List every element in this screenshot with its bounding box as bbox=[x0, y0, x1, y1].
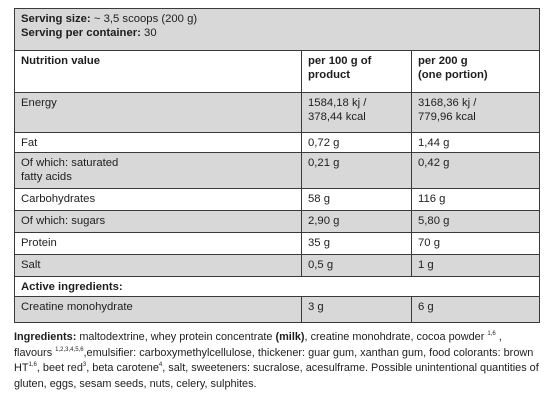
cell-text: Nutrition value bbox=[21, 55, 101, 67]
superscript: 4 bbox=[158, 362, 163, 368]
table-row: Of which: sugars 2,90 g 5,80 g bbox=[14, 210, 540, 233]
cell-text: 58 g bbox=[308, 193, 330, 205]
cell-line: (one portion) bbox=[418, 69, 488, 81]
table-cell: Creatine monohydrate bbox=[14, 296, 302, 323]
table-row: Carbohydrates 58 g 116 g bbox=[14, 188, 540, 211]
ingredients-text: , beta carotene bbox=[86, 362, 159, 374]
table-cell: 1584,18 kj / 378,44 kcal bbox=[301, 92, 412, 133]
serving-label: Serving size: bbox=[21, 13, 91, 25]
table-row: Active ingredients: bbox=[14, 276, 540, 297]
cell-text: 0,72 g bbox=[308, 137, 340, 149]
serving-line: Serving per container: 30 bbox=[21, 26, 534, 40]
table-cell: Salt bbox=[14, 254, 302, 277]
cell-text: 3 g bbox=[308, 301, 324, 313]
serving-value: 30 bbox=[144, 27, 157, 39]
table-row: Serving size: ~ 3,5 scoops (200 g) Servin… bbox=[14, 8, 540, 51]
cell-text: Energy bbox=[21, 97, 57, 109]
ingredients-text: , flavours bbox=[14, 331, 502, 359]
table-row: Protein 35 g 70 g bbox=[14, 232, 540, 255]
cell-text: 0,21 g bbox=[308, 157, 340, 169]
table-cell: per 100 g of product bbox=[301, 50, 412, 93]
table-cell: Of which: sugars bbox=[14, 210, 302, 233]
serving-label: Serving per container: bbox=[21, 27, 141, 39]
table-cell: per 200 g (one portion) bbox=[411, 50, 540, 93]
table-cell: 0,42 g bbox=[411, 152, 540, 189]
table-cell: 0,5 g bbox=[301, 254, 412, 277]
serving-line: Serving size: ~ 3,5 scoops (200 g) bbox=[21, 12, 534, 26]
ingredients-text: , creatine monohdrate, cocoa powder bbox=[304, 331, 488, 343]
cell-line: 3168,36 kj / bbox=[418, 97, 477, 109]
cell-text: 1,44 g bbox=[418, 137, 450, 149]
table-cell: 2,90 g bbox=[301, 210, 412, 233]
ingredients-text: , beet red bbox=[36, 362, 83, 374]
table-cell: 70 g bbox=[411, 232, 540, 255]
cell-text: 2,90 g bbox=[308, 215, 340, 227]
cell-text: Creatine monohydrate bbox=[21, 301, 133, 313]
table-cell: 35 g bbox=[301, 232, 412, 255]
ingredients-text: , salt, sweeteners: sucralose, acesulfra… bbox=[14, 362, 539, 390]
table-cell: 3 g bbox=[301, 296, 412, 323]
table-cell: 116 g bbox=[411, 188, 540, 211]
nutrition-table: Serving size: ~ 3,5 scoops (200 g) Servin… bbox=[14, 8, 540, 323]
cell-text: 5,80 g bbox=[418, 215, 450, 227]
cell-text: 70 g bbox=[418, 237, 440, 249]
cell-line: 1584,18 kj / bbox=[308, 97, 367, 109]
superscript: 3 bbox=[82, 362, 87, 368]
active-label-cell: Active ingredients: bbox=[14, 276, 540, 297]
table-row: Salt 0,5 g 1 g bbox=[14, 254, 540, 277]
table-cell: 6 g bbox=[411, 296, 540, 323]
table-cell: Fat bbox=[14, 132, 302, 153]
table-cell: 1 g bbox=[411, 254, 540, 277]
table-cell: 5,80 g bbox=[411, 210, 540, 233]
cell-line: per 100 g of bbox=[308, 55, 372, 67]
table-row: Energy 1584,18 kj / 378,44 kcal 3168,36 kj … bbox=[14, 92, 540, 133]
cell-text: 1 g bbox=[418, 259, 434, 271]
table-cell: 58 g bbox=[301, 188, 412, 211]
table-row: Creatine monohydrate 3 g 6 g bbox=[14, 296, 540, 323]
ingredients-text: ,emulsifier: carboxymethylcellulose, thi… bbox=[14, 346, 534, 375]
table-cell: Carbohydrates bbox=[14, 188, 302, 211]
cell-text: 6 g bbox=[418, 301, 434, 313]
serving-value: ~ 3,5 scoops (200 g) bbox=[93, 13, 198, 25]
cell-text: Salt bbox=[21, 259, 41, 271]
cell-text: 0,42 g bbox=[418, 157, 450, 169]
table-cell: Nutrition value bbox=[14, 50, 302, 93]
cell-text: 0,5 g bbox=[308, 259, 334, 271]
cell-text: Carbohydrates bbox=[21, 193, 96, 205]
cell-line: fatty acids bbox=[21, 171, 72, 183]
cell-line: product bbox=[308, 69, 351, 81]
cell-text: Of which: sugars bbox=[21, 215, 106, 227]
table-cell: Of which: saturated fatty acids bbox=[14, 152, 302, 189]
table-cell: 3168,36 kj / 779,96 kcal bbox=[411, 92, 540, 133]
cell-text: 35 g bbox=[308, 237, 330, 249]
ingredients-text: (milk) bbox=[275, 331, 305, 343]
table-row: Nutrition value per 100 g of product per 20… bbox=[14, 50, 540, 93]
table-cell: Energy bbox=[14, 92, 302, 133]
table-cell: 0,21 g bbox=[301, 152, 412, 189]
ingredients: Ingredients: maltodextrine, whey protein… bbox=[14, 330, 542, 392]
superscript: 1,6 bbox=[28, 362, 37, 368]
table-cell: 1,44 g bbox=[411, 132, 540, 153]
table-cell: 0,72 g bbox=[301, 132, 412, 153]
cell-line: 779,96 kcal bbox=[418, 111, 476, 123]
table-row: Fat 0,72 g 1,44 g bbox=[14, 132, 540, 153]
cell-line: Of which: saturated bbox=[21, 157, 119, 169]
cell-text: Protein bbox=[21, 237, 57, 249]
ingredients-text: maltodextrine, whey protein concentrate bbox=[76, 331, 276, 343]
superscript: 1,2,3,4,5,6 bbox=[55, 346, 84, 353]
cell-text: 116 g bbox=[418, 193, 446, 205]
cell-line: per 200 g bbox=[418, 55, 468, 67]
ingredients-text: Ingredients: bbox=[14, 331, 77, 343]
active-label: Active ingredients: bbox=[21, 281, 123, 293]
superscript: 1,6 bbox=[487, 331, 496, 337]
cell-text: Fat bbox=[21, 137, 38, 149]
serving-cell: Serving size: ~ 3,5 scoops (200 g) Servin… bbox=[14, 8, 540, 51]
table-cell: Protein bbox=[14, 232, 302, 255]
table-row: Of which: saturated fatty acids 0,21 g 0,42… bbox=[14, 152, 540, 189]
cell-line: 378,44 kcal bbox=[308, 111, 366, 123]
